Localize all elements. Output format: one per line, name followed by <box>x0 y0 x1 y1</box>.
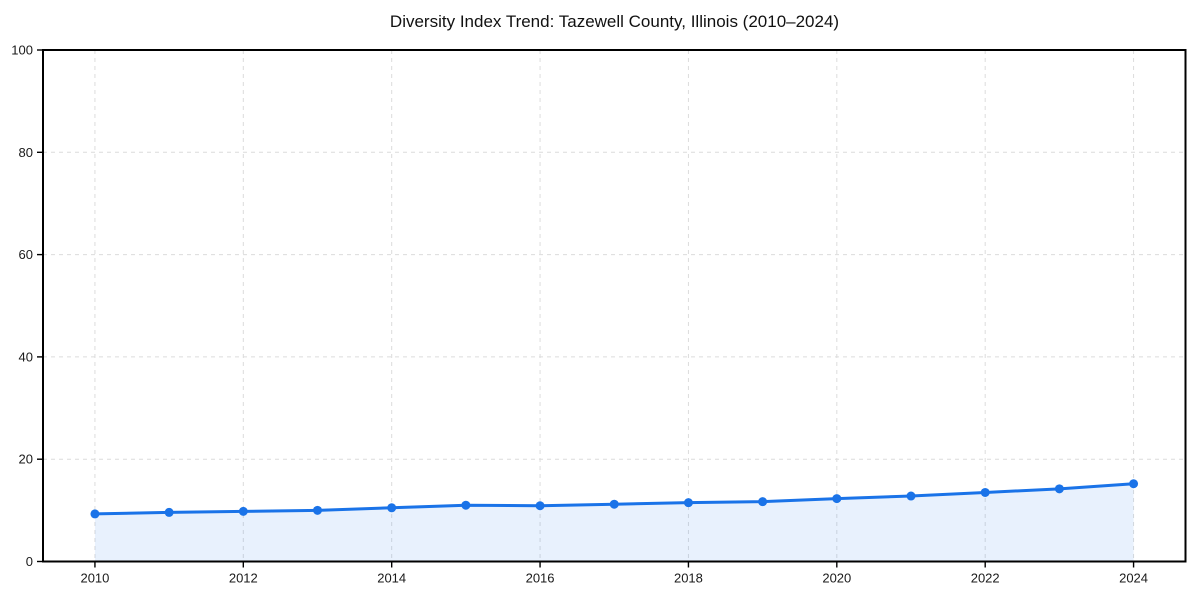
data-point <box>90 509 100 519</box>
x-tick-label: 2016 <box>526 571 555 586</box>
x-tick-label: 2018 <box>674 571 703 586</box>
axes-box <box>42 49 1187 563</box>
x-tick-label: 2024 <box>1119 571 1148 586</box>
data-point <box>906 491 916 501</box>
data-point <box>387 503 397 513</box>
data-point <box>1054 484 1064 494</box>
x-tick-label: 2012 <box>229 571 258 586</box>
data-point <box>312 505 322 515</box>
data-point <box>758 497 768 507</box>
y-tick-label: 40 <box>19 349 33 364</box>
y-tick-label: 20 <box>19 452 33 467</box>
data-point <box>980 487 990 497</box>
x-tick-label: 2014 <box>377 571 406 586</box>
x-tick-label: 2010 <box>80 571 109 586</box>
y-tick-label: 80 <box>19 145 33 160</box>
data-point <box>164 507 174 517</box>
data-point <box>1129 479 1139 489</box>
data-point <box>238 506 248 516</box>
data-point <box>535 501 545 511</box>
y-tick-label: 60 <box>19 247 33 262</box>
area-fill <box>94 483 1134 562</box>
data-point <box>461 500 471 510</box>
y-tick-label: 0 <box>26 554 33 569</box>
y-tick-label: 100 <box>11 43 33 58</box>
x-tick-label: 2020 <box>822 571 851 586</box>
data-point <box>609 499 619 509</box>
data-point <box>832 494 842 504</box>
x-tick-label: 2022 <box>971 571 1000 586</box>
data-point <box>683 498 693 508</box>
chart-title: Diversity Index Trend: Tazewell County, … <box>389 12 840 31</box>
